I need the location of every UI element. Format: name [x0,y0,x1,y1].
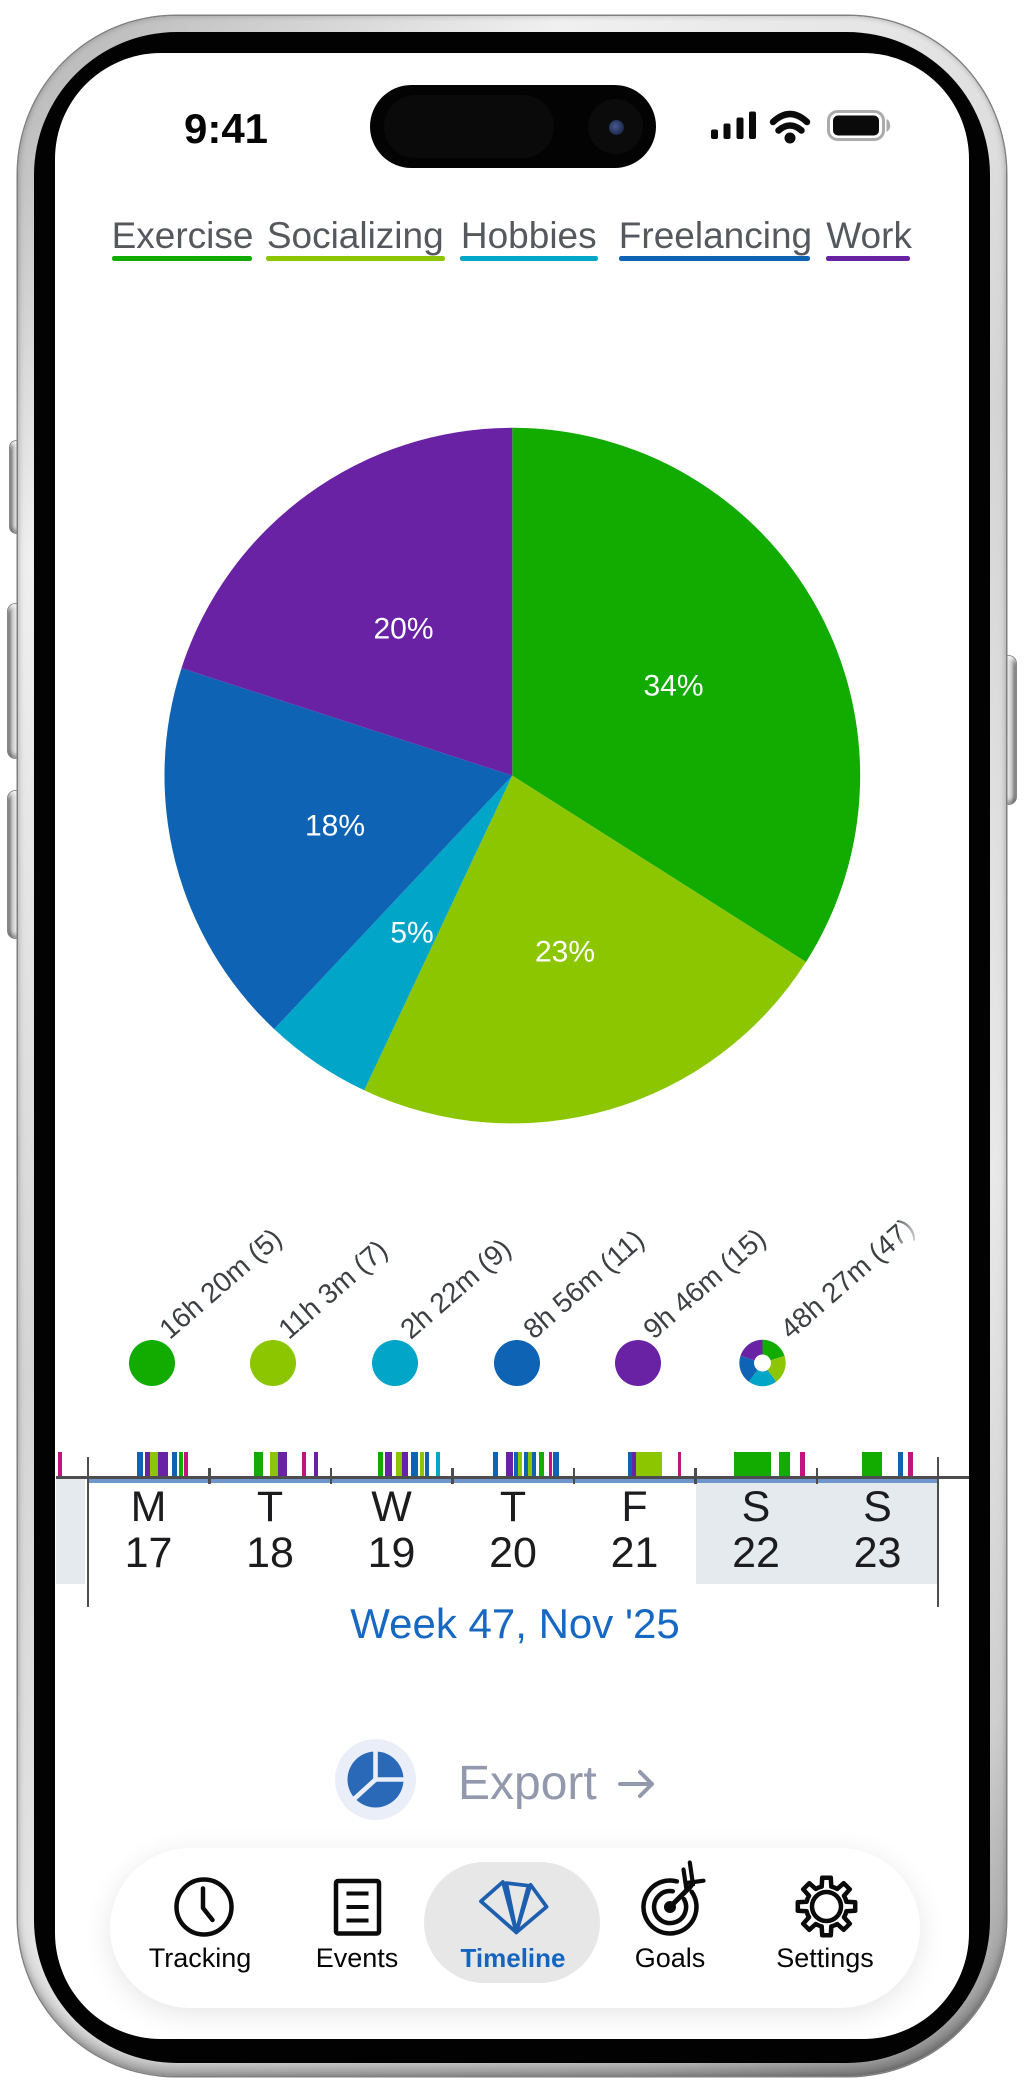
svg-text:34%: 34% [643,670,703,703]
svg-text:18%: 18% [305,810,365,843]
svg-text:5%: 5% [390,917,433,950]
svg-text:23%: 23% [535,936,595,969]
svg-text:20%: 20% [373,613,433,646]
